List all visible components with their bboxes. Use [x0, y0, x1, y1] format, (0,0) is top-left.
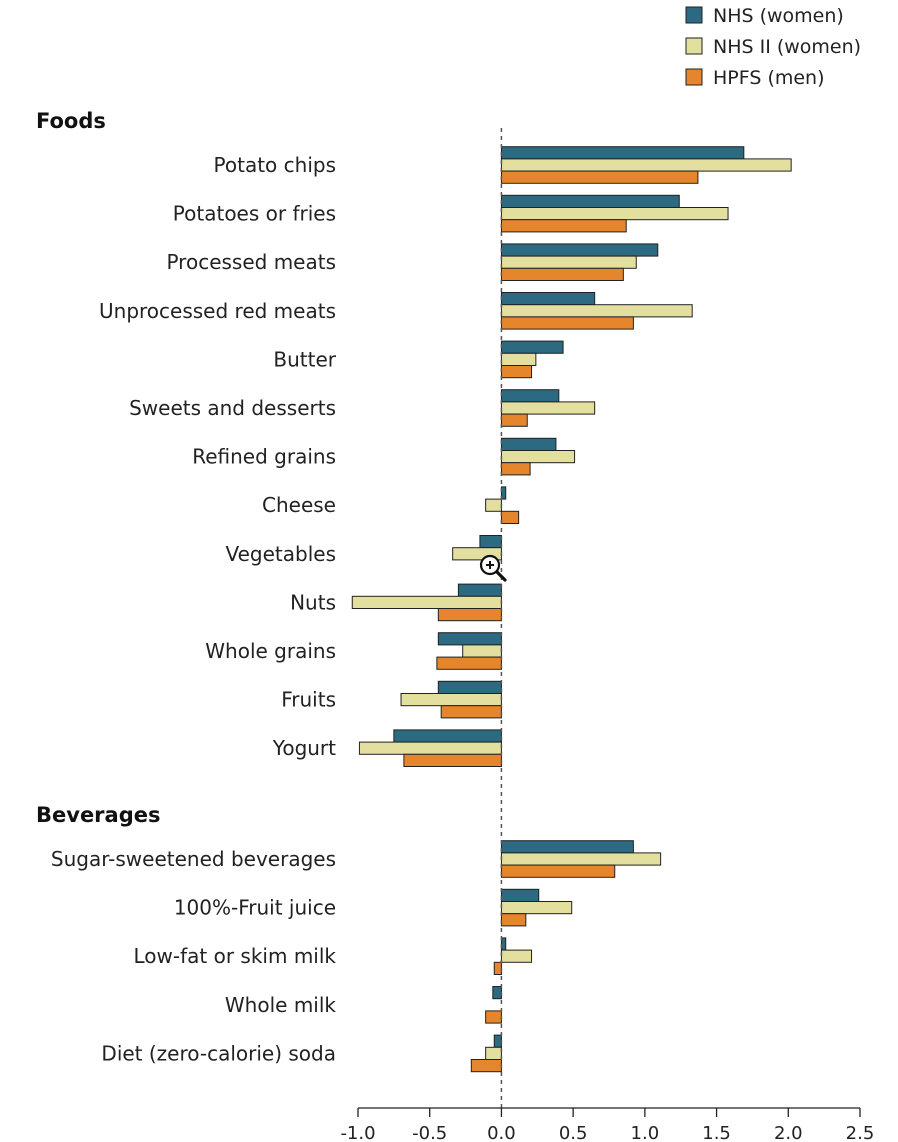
category-label-vegetables: Vegetables: [225, 542, 336, 566]
category-label-butter: Butter: [273, 347, 336, 371]
category-label-refined-grains: Refined grains: [192, 445, 336, 469]
x-axis: -1.0 -0.5 0.0 0.5 1.0 1.5 2.0 2.5: [340, 1107, 875, 1142]
bar-sugar-sweetened-beverages-nhs-ii-women: [500, 852, 662, 866]
x-tick-label: 2.0: [774, 1123, 803, 1142]
bars: [351, 146, 792, 1073]
bar-whole-milk-nhs-women: [492, 986, 502, 1000]
category-labels: Potato chips Potatoes or fries Processed m…: [51, 153, 337, 1065]
category-label-sugar-sweetened-beverages: Sugar-sweetened beverages: [51, 847, 336, 871]
category-label-yogurt: Yogurt: [272, 736, 336, 760]
bar-sweets-and-desserts-hpfs-men: [500, 413, 528, 427]
bar-butter-nhs-ii-women: [500, 352, 537, 366]
category-label-100-fruit-juice: 100%-Fruit juice: [174, 896, 336, 920]
bar-fruits-nhs-women: [437, 680, 502, 694]
bar-nuts-nhs-women: [457, 583, 502, 597]
bar-sweets-and-desserts-nhs-ii-women: [500, 401, 596, 415]
legend-swatch-nhs-ii-women: [685, 37, 703, 55]
bar-sweets-and-desserts-nhs-women: [500, 389, 560, 403]
group-labels: Foods Beverages: [36, 109, 160, 827]
bar-diet-zero-calorie-soda-nhs-ii-women: [485, 1046, 502, 1061]
x-tick-label: -0.5: [412, 1123, 447, 1142]
bar-cheese-nhs-ii-women: [485, 498, 502, 512]
category-label-whole-milk: Whole milk: [225, 993, 337, 1017]
bar-refined-grains-nhs-women: [500, 437, 557, 451]
bar-processed-meats-hpfs-men: [500, 267, 624, 281]
bar-100-fruit-juice-nhs-ii-women: [500, 901, 573, 915]
bar-yogurt-nhs-women: [393, 729, 502, 743]
category-label-nuts: Nuts: [290, 590, 336, 614]
x-tick-label: 0.0: [487, 1123, 516, 1142]
zoom-in-cursor-icon: [479, 554, 507, 582]
bar-100-fruit-juice-hpfs-men: [500, 913, 527, 927]
bar-diet-zero-calorie-soda-nhs-women: [493, 1034, 502, 1048]
x-tick-label: 1.0: [631, 1123, 660, 1142]
bar-potatoes-or-fries-nhs-women: [500, 194, 680, 209]
group-label-foods: Foods: [36, 109, 106, 133]
bar-unprocessed-red-meats-nhs-women: [500, 292, 596, 306]
legend-label-hpfs-men: HPFS (men): [713, 67, 825, 89]
category-label-cheese: Cheese: [262, 493, 336, 517]
bar-sugar-sweetened-beverages-nhs-women: [500, 840, 634, 854]
bar-yogurt-nhs-ii-women: [358, 741, 502, 755]
x-tick-label: 2.5: [846, 1123, 875, 1142]
bar-processed-meats-nhs-women: [500, 243, 659, 257]
bar-refined-grains-nhs-ii-women: [500, 450, 576, 464]
bar-unprocessed-red-meats-nhs-ii-women: [500, 304, 693, 318]
bar-fruits-hpfs-men: [440, 705, 502, 719]
category-label-low-fat-or-skim-milk: Low-fat or skim milk: [134, 944, 337, 968]
category-label-fruits: Fruits: [281, 688, 336, 712]
bar-potatoes-or-fries-hpfs-men: [500, 219, 627, 233]
bar-potatoes-or-fries-nhs-ii-women: [500, 207, 729, 221]
bar-potato-chips-hpfs-men: [500, 170, 699, 184]
bar-diet-zero-calorie-soda-hpfs-men: [470, 1059, 502, 1073]
category-label-diet-zero-calorie-soda: Diet (zero-calorie) soda: [101, 1041, 336, 1065]
bar-vegetables-nhs-women: [479, 535, 502, 549]
legend-label-nhs-women: NHS (women): [713, 5, 844, 27]
category-label-potatoes-or-fries: Potatoes or fries: [173, 202, 336, 226]
legend-label-nhs-ii-women: NHS II (women): [713, 36, 861, 58]
category-label-unprocessed-red-meats: Unprocessed red meats: [99, 299, 336, 323]
bar-whole-grains-nhs-women: [437, 632, 502, 646]
legend: NHS (women) NHS II (women) HPFS (men): [685, 5, 861, 89]
bar-nuts-nhs-ii-women: [351, 595, 502, 609]
bar-low-fat-or-skim-milk-nhs-ii-women: [500, 949, 533, 963]
bar-100-fruit-juice-nhs-women: [500, 888, 540, 902]
legend-swatch-nhs-women: [685, 6, 703, 24]
bar-cheese-nhs-women: [500, 486, 507, 500]
bar-sugar-sweetened-beverages-hpfs-men: [500, 864, 616, 878]
bar-fruits-nhs-ii-women: [400, 693, 502, 707]
bar-potato-chips-nhs-ii-women: [500, 158, 792, 172]
bar-low-fat-or-skim-milk-hpfs-men: [493, 961, 502, 975]
category-label-potato-chips: Potato chips: [214, 153, 336, 177]
category-label-sweets-and-desserts: Sweets and desserts: [129, 396, 336, 420]
bar-yogurt-hpfs-men: [403, 753, 502, 767]
bar-butter-hpfs-men: [500, 365, 533, 379]
bar-nuts-hpfs-men: [437, 608, 502, 622]
bar-refined-grains-hpfs-men: [500, 462, 531, 476]
bar-unprocessed-red-meats-hpfs-men: [500, 316, 634, 330]
bar-cheese-hpfs-men: [500, 510, 520, 524]
x-tick-label: -1.0: [340, 1123, 375, 1142]
bar-whole-grains-hpfs-men: [436, 656, 502, 670]
bar-potato-chips-nhs-women: [500, 146, 745, 160]
legend-swatch-hpfs-men: [685, 68, 703, 86]
bar-butter-nhs-women: [500, 340, 564, 354]
category-label-processed-meats: Processed meats: [166, 250, 336, 274]
bar-whole-grains-nhs-ii-women: [462, 644, 502, 658]
bar-processed-meats-nhs-ii-women: [500, 255, 637, 269]
x-tick-label: 0.5: [559, 1123, 588, 1142]
category-label-whole-grains: Whole grains: [205, 639, 336, 663]
bar-whole-milk-hpfs-men: [485, 1010, 502, 1024]
group-label-beverages: Beverages: [36, 803, 160, 827]
x-tick-label: 1.5: [702, 1123, 731, 1142]
